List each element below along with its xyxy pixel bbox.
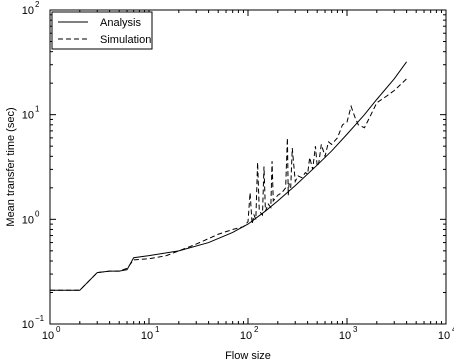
series-line-analysis bbox=[50, 61, 408, 291]
x-tick-label: 10 bbox=[339, 330, 351, 342]
x-tick-exponent: 2 bbox=[254, 325, 259, 334]
y-tick-exponent: 1 bbox=[35, 105, 40, 114]
x-axis-label: Flow size bbox=[225, 350, 271, 362]
x-tick-exponent: 0 bbox=[56, 325, 61, 334]
x-tick-label: 10 bbox=[42, 330, 54, 342]
legend: Analysis Simulation bbox=[51, 11, 153, 50]
y-tick-exponent: 2 bbox=[35, 0, 40, 9]
x-tick-label: 10 bbox=[240, 330, 252, 342]
y-tick-label: 10 bbox=[22, 5, 34, 17]
y-tick-label: 10 bbox=[22, 110, 34, 122]
x-tick-exponent: 3 bbox=[353, 325, 358, 334]
legend-box bbox=[51, 11, 153, 50]
y-tick-label: 10 bbox=[22, 319, 34, 331]
x-tick-label: 10 bbox=[141, 330, 153, 342]
legend-label-simulation: Simulation bbox=[100, 34, 151, 46]
y-axis-label: Mean transfer time (sec) bbox=[5, 107, 17, 226]
y-tick-exponent: −1 bbox=[35, 314, 45, 323]
legend-label-analysis: Analysis bbox=[100, 17, 141, 29]
plot-frame bbox=[49, 9, 447, 325]
y-tick-exponent: 0 bbox=[35, 209, 40, 218]
x-tick-exponent: 4 bbox=[452, 325, 454, 334]
y-tick-label: 10 bbox=[22, 214, 34, 226]
series-layer bbox=[50, 61, 408, 291]
x-tick-exponent: 1 bbox=[155, 325, 160, 334]
x-tick-label: 10 bbox=[438, 330, 450, 342]
series-line-simulation bbox=[50, 78, 407, 291]
